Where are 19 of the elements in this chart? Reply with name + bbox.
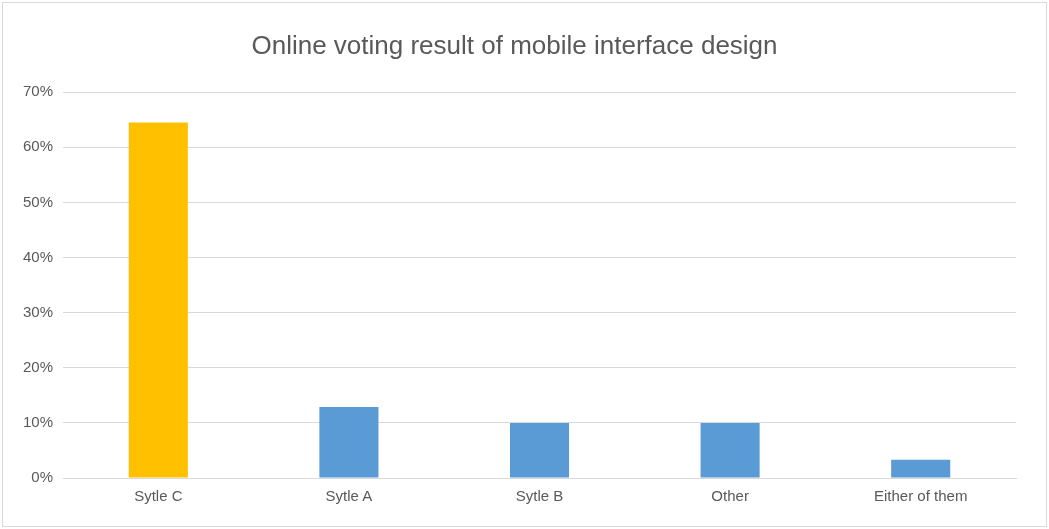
y-tick-label: 0% <box>31 468 54 486</box>
y-tick-label: 50% <box>22 192 54 210</box>
y-tick-label: 30% <box>22 302 54 320</box>
x-tick-label: Sytle A <box>325 487 373 505</box>
y-tick-label: 10% <box>22 413 54 431</box>
bar <box>319 406 379 478</box>
y-tick-label: 60% <box>22 137 54 155</box>
y-tick-label: 40% <box>22 247 54 265</box>
bar <box>128 122 188 478</box>
x-tick-label: Sytle B <box>515 487 564 505</box>
x-tick-label: Other <box>711 487 749 505</box>
bar <box>509 422 570 478</box>
x-tick-label: Either of them <box>874 487 968 505</box>
y-tick-label: 70% <box>22 82 54 100</box>
y-tick-label: 20% <box>22 357 54 375</box>
bar <box>891 459 951 478</box>
bar <box>700 422 760 478</box>
chart-title: Online voting result of mobile interface design <box>251 29 778 60</box>
x-tick-label: Sytle C <box>134 487 183 505</box>
